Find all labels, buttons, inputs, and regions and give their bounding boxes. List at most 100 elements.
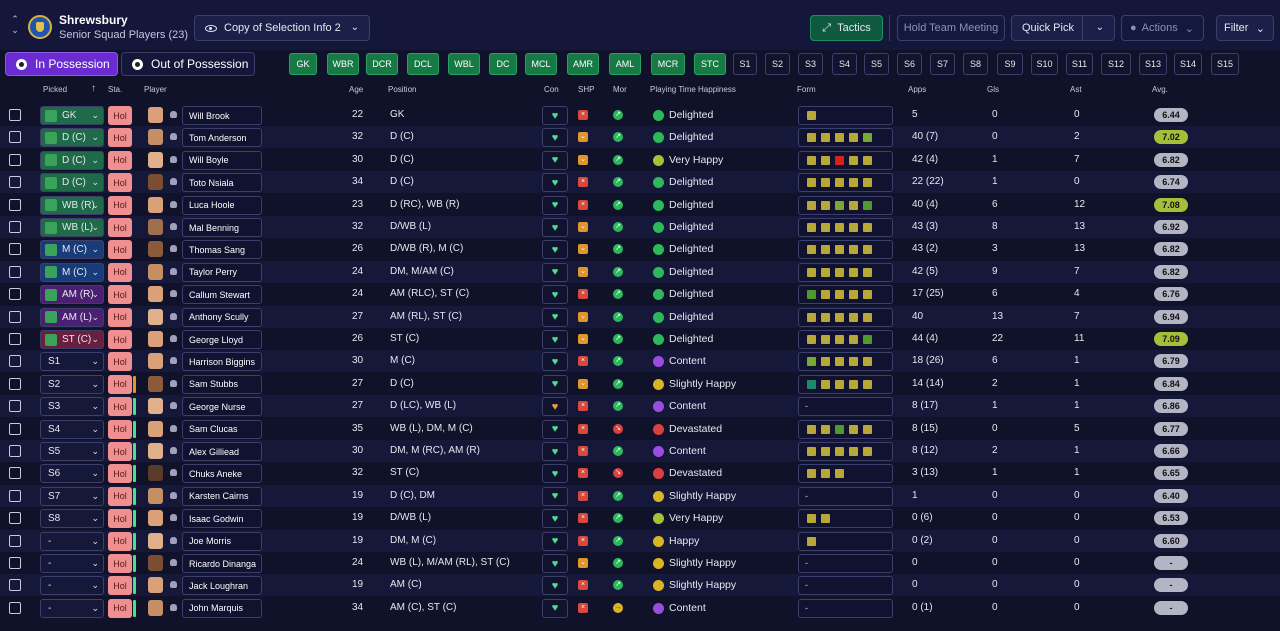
status-badge[interactable]: Hol: [108, 330, 132, 349]
condition-heart-icon[interactable]: ♥: [542, 486, 568, 506]
position-button-mcl[interactable]: MCL: [525, 53, 557, 75]
picked-selector[interactable]: D (C) ⌄: [40, 173, 104, 193]
picked-selector[interactable]: - ⌄: [40, 531, 104, 551]
status-badge[interactable]: Hol: [108, 106, 132, 125]
select-checkbox[interactable]: [9, 467, 21, 480]
player-name[interactable]: Luca Hoole: [182, 195, 262, 215]
form-display[interactable]: [798, 442, 893, 461]
player-name[interactable]: Anthony Scully: [182, 307, 262, 327]
picked-selector[interactable]: - ⌄: [40, 598, 104, 618]
player-name[interactable]: Alex Gilliead: [182, 442, 262, 461]
condition-heart-icon[interactable]: ♥: [542, 397, 568, 417]
sub-button-s8[interactable]: S8: [963, 53, 988, 75]
select-checkbox[interactable]: [9, 512, 21, 525]
col-gls[interactable]: Gls: [987, 85, 999, 94]
condition-heart-icon[interactable]: ♥: [542, 442, 568, 461]
table-row[interactable]: - ⌄ Hol John Marquis 34 AM (C), ST (C) ♥ × → Cont…: [0, 597, 1280, 619]
form-display[interactable]: [798, 262, 893, 282]
sub-button-s10[interactable]: S10: [1031, 53, 1058, 75]
form-display[interactable]: [798, 106, 893, 125]
picked-selector[interactable]: - ⌄: [40, 554, 104, 573]
col-picked[interactable]: Picked: [43, 85, 68, 94]
picked-selector[interactable]: S7 ⌄: [40, 486, 104, 506]
status-badge[interactable]: Hol: [108, 374, 132, 394]
picked-selector[interactable]: - ⌄: [40, 576, 104, 596]
form-display[interactable]: [798, 128, 893, 148]
picked-selector[interactable]: M (C) ⌄: [40, 262, 104, 282]
select-checkbox[interactable]: [9, 310, 21, 323]
condition-heart-icon[interactable]: ♥: [542, 195, 568, 215]
player-name[interactable]: George Lloyd: [182, 330, 262, 349]
sub-button-s5[interactable]: S5: [864, 53, 889, 75]
form-display[interactable]: [798, 374, 893, 394]
status-badge[interactable]: Hol: [108, 531, 132, 551]
condition-heart-icon[interactable]: ♥: [542, 218, 568, 237]
sub-button-s14[interactable]: S14: [1174, 53, 1202, 75]
select-checkbox[interactable]: [9, 333, 21, 345]
table-row[interactable]: - ⌄ Hol Ricardo Dinanga 24 WB (L), M/AM (RL),…: [0, 552, 1280, 574]
status-badge[interactable]: Hol: [108, 307, 132, 327]
picked-selector[interactable]: ST (C) ⌄: [40, 330, 104, 349]
select-checkbox[interactable]: [9, 422, 21, 435]
player-name[interactable]: Mal Benning: [182, 218, 262, 237]
form-display[interactable]: -: [798, 554, 893, 573]
picked-selector[interactable]: AM (R) ⌄: [40, 285, 104, 305]
status-badge[interactable]: Hol: [108, 554, 132, 573]
position-button-aml[interactable]: AML: [609, 53, 641, 75]
status-badge[interactable]: Hol: [108, 509, 132, 529]
select-checkbox[interactable]: [9, 221, 21, 233]
table-row[interactable]: S2 ⌄ Hol Sam Stubbs 27 D (C) ♥ ⌄ ↗ Slightly Happy…: [0, 373, 1280, 395]
table-row[interactable]: WB (R) ⌄ Hol Luca Hoole 23 D (RC), WB (R) ♥ × ↗ D…: [0, 194, 1280, 216]
player-name[interactable]: George Nurse: [182, 397, 262, 417]
form-display[interactable]: [798, 509, 893, 529]
position-button-wbl[interactable]: WBL: [448, 53, 480, 75]
hold-team-meeting-button[interactable]: Hold Team Meeting: [897, 15, 1005, 41]
position-button-wbr[interactable]: WBR: [327, 53, 359, 75]
player-name[interactable]: Chuks Aneke: [182, 464, 262, 484]
select-checkbox[interactable]: [9, 288, 21, 301]
form-display[interactable]: [798, 240, 893, 260]
select-checkbox[interactable]: [9, 557, 21, 569]
form-display[interactable]: [798, 173, 893, 193]
select-checkbox[interactable]: [9, 153, 21, 166]
select-checkbox[interactable]: [9, 243, 21, 256]
view-selector[interactable]: Copy of Selection Info 2 ⌄: [194, 15, 370, 41]
picked-selector[interactable]: AM (L) ⌄: [40, 307, 104, 327]
table-row[interactable]: S5 ⌄ Hol Alex Gilliead 30 DM, M (RC), AM (R) ♥…: [0, 440, 1280, 462]
form-display[interactable]: [798, 307, 893, 327]
table-row[interactable]: S4 ⌄ Hol Sam Clucas 35 WB (L), DM, M (C) ♥ × ↘ De…: [0, 418, 1280, 440]
player-name[interactable]: Karsten Cairns: [182, 486, 262, 506]
condition-heart-icon[interactable]: ♥: [542, 330, 568, 349]
picked-selector[interactable]: S2 ⌄: [40, 374, 104, 394]
condition-heart-icon[interactable]: ♥: [542, 419, 568, 439]
player-name[interactable]: Joe Morris: [182, 531, 262, 551]
table-row[interactable]: S6 ⌄ Hol Chuks Aneke 32 ST (C) ♥ × ↘ Devastated 3 …: [0, 462, 1280, 484]
status-badge[interactable]: Hol: [108, 150, 132, 170]
table-row[interactable]: ST (C) ⌄ Hol George Lloyd 26 ST (C) ♥ ⌄ ↗ Delight…: [0, 328, 1280, 350]
status-badge[interactable]: Hol: [108, 173, 132, 193]
position-button-dcl[interactable]: DCL: [407, 53, 439, 75]
position-button-dc[interactable]: DC: [489, 53, 517, 75]
form-display[interactable]: -: [798, 397, 893, 417]
condition-heart-icon[interactable]: ♥: [542, 262, 568, 282]
sub-button-s1[interactable]: S1: [733, 53, 757, 75]
condition-heart-icon[interactable]: ♥: [542, 598, 568, 618]
status-badge[interactable]: Hol: [108, 128, 132, 148]
sub-button-s4[interactable]: S4: [832, 53, 857, 75]
table-row[interactable]: GK ⌄ Hol Will Brook 22 GK ♥ × ↗ Delighted 5 0 0 6.44: [0, 104, 1280, 126]
table-row[interactable]: S8 ⌄ Hol Isaac Godwin 19 D/WB (L) ♥ × ↗ Very Happ…: [0, 507, 1280, 529]
picked-selector[interactable]: GK ⌄: [40, 106, 104, 125]
player-name[interactable]: Taylor Perry: [182, 262, 262, 282]
status-badge[interactable]: Hol: [108, 576, 132, 596]
sub-button-s11[interactable]: S11: [1066, 53, 1093, 75]
sub-button-s13[interactable]: S13: [1139, 53, 1167, 75]
condition-heart-icon[interactable]: ♥: [542, 240, 568, 260]
col-ast[interactable]: Ast: [1070, 85, 1082, 94]
form-display[interactable]: [798, 330, 893, 349]
select-checkbox[interactable]: [9, 601, 21, 614]
position-button-dcr[interactable]: DCR: [366, 53, 398, 75]
sub-button-s7[interactable]: S7: [930, 53, 955, 75]
select-checkbox[interactable]: [9, 198, 21, 211]
col-player[interactable]: Player: [144, 85, 167, 94]
table-row[interactable]: WB (L) ⌄ Hol Mal Benning 32 D/WB (L) ♥ ⌄ ↗ Deligh…: [0, 216, 1280, 238]
